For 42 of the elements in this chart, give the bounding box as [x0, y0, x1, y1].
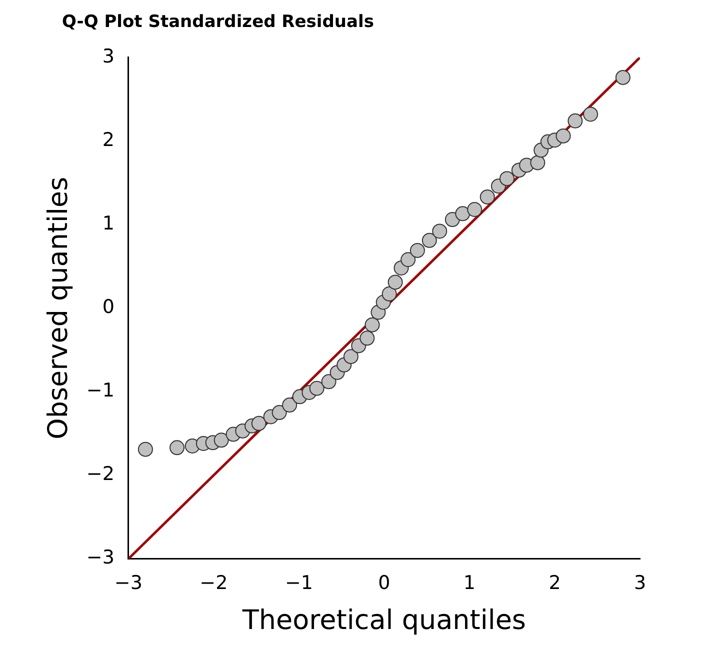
point — [499, 171, 514, 186]
point — [530, 155, 546, 170]
x-tick-label: −2 — [200, 572, 228, 594]
point — [388, 274, 403, 290]
point — [382, 286, 397, 302]
point — [170, 440, 185, 456]
point — [455, 206, 470, 222]
x-tick-label: 2 — [548, 572, 561, 594]
y-tick-label: −1 — [86, 380, 114, 402]
x-tick-label: −1 — [284, 572, 313, 594]
point — [272, 405, 287, 420]
point — [214, 432, 229, 448]
y-tick-label: 1 — [102, 212, 114, 234]
y-tick-label: −2 — [86, 463, 114, 486]
y-tick-label: −3 — [86, 546, 114, 569]
x-tick-label: 1 — [463, 572, 476, 594]
point — [343, 349, 358, 364]
point — [309, 380, 324, 396]
y-tick-label: 3 — [102, 45, 114, 68]
point — [556, 128, 571, 144]
point — [467, 202, 482, 217]
point — [360, 330, 375, 346]
point — [615, 70, 630, 85]
y-axis-title: Observed quantiles — [43, 176, 74, 440]
y-tick-label: 0 — [102, 296, 114, 318]
point — [251, 416, 266, 431]
point — [282, 398, 298, 413]
point — [321, 374, 336, 390]
chart-title: Q-Q Plot Standardized Residuals — [62, 12, 374, 32]
x-tick-label: 3 — [634, 572, 646, 594]
point — [432, 224, 448, 239]
x-axis-title: Theoretical quantiles — [241, 604, 526, 636]
point — [480, 189, 495, 204]
point — [583, 106, 598, 122]
point — [138, 442, 153, 457]
point — [568, 113, 583, 128]
y-tick-label: 2 — [102, 128, 114, 151]
point — [400, 252, 416, 268]
point — [422, 232, 437, 248]
point — [410, 242, 425, 258]
point — [364, 317, 380, 332]
x-tick-label: 0 — [378, 572, 390, 594]
